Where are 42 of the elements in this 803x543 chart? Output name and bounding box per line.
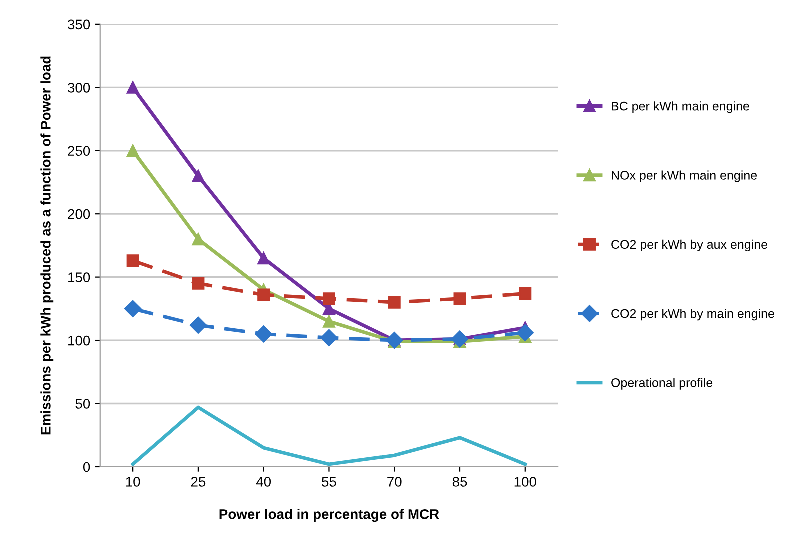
x-tick-label: 85 xyxy=(452,477,468,487)
y-tick-label: 350 xyxy=(68,20,90,30)
x-tick-label: 55 xyxy=(322,477,336,487)
x-tick-label: 100 xyxy=(514,477,536,487)
y-tick-label: 300 xyxy=(68,82,90,93)
x-tick-label: 25 xyxy=(191,477,206,487)
point xyxy=(126,254,140,268)
y-tick-label: 0 xyxy=(83,462,90,472)
y-tick-label: 250 xyxy=(68,146,90,156)
y-axis-title: Emissions per kWh produced as a function of Power load xyxy=(40,56,54,435)
point xyxy=(190,316,208,334)
line-series xyxy=(131,406,528,466)
point xyxy=(126,81,140,94)
point xyxy=(516,324,534,342)
x-tick-label: 10 xyxy=(126,477,140,487)
legend-label: CO2 per kWh by main engine xyxy=(612,309,774,321)
point xyxy=(388,296,401,309)
point xyxy=(192,277,205,290)
point xyxy=(258,252,270,265)
y-tick-label: 150 xyxy=(68,272,90,282)
y-tick-label: 200 xyxy=(68,209,90,220)
point xyxy=(454,292,466,306)
point xyxy=(322,292,336,306)
point xyxy=(126,144,140,158)
legend-label: BC per kWh main engine xyxy=(612,102,750,114)
x-tick-label: 40 xyxy=(256,477,272,487)
point xyxy=(192,233,205,246)
point xyxy=(192,170,205,182)
point xyxy=(322,315,336,328)
point xyxy=(386,332,404,350)
point xyxy=(258,288,270,302)
point xyxy=(255,326,272,343)
legend-label: CO2 per kWh by aux engine xyxy=(612,240,768,252)
point xyxy=(124,300,142,318)
legend-label: NOx per kWh main engine xyxy=(612,170,758,182)
x-axis-title: Power load in percentage of MCR xyxy=(220,509,440,522)
point xyxy=(320,329,338,347)
y-tick-label: 50 xyxy=(76,399,90,409)
legend-label: Operational profile xyxy=(612,378,713,390)
y-tick-label: 100 xyxy=(68,336,90,346)
point xyxy=(519,288,532,300)
x-tick-label: 70 xyxy=(388,477,402,487)
